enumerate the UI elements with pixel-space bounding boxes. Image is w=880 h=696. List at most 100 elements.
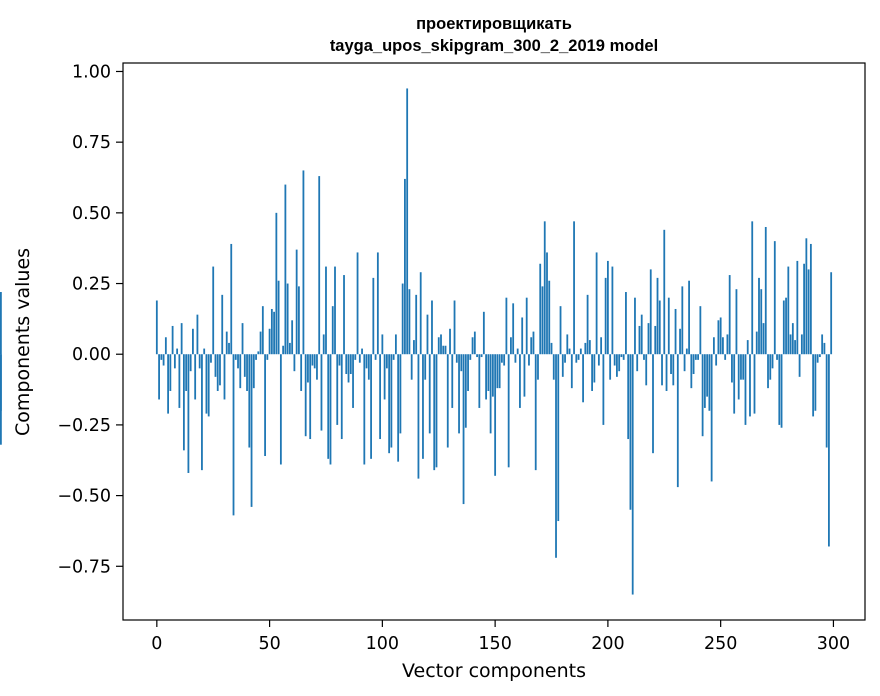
plot-frame (122, 62, 866, 621)
bar-36 (237, 354, 239, 369)
bar-199 (604, 277, 607, 355)
bar-142 (476, 354, 478, 358)
bar-67 (307, 354, 309, 383)
bar-46 (259, 331, 262, 355)
bar-62 (295, 249, 298, 355)
bar-245 (708, 354, 711, 411)
bar-285 (798, 354, 801, 377)
bar-33 (230, 243, 233, 355)
bar-210 (629, 354, 632, 510)
bar-172 (543, 221, 546, 355)
bar-19 (198, 354, 201, 369)
bar-107 (397, 354, 400, 462)
y-tick-label: 1.00 (72, 62, 111, 82)
bar-140 (471, 337, 474, 355)
bar-296 (823, 342, 826, 355)
bar-121 (428, 354, 431, 434)
bar-81 (338, 354, 341, 366)
bar-104 (390, 354, 393, 448)
bar-73 (320, 354, 323, 431)
bar-204 (616, 354, 618, 377)
bar-197 (600, 337, 603, 355)
bar-219 (649, 269, 652, 355)
bar-24 (210, 354, 212, 363)
bar-206 (620, 354, 623, 358)
bar-191 (586, 294, 589, 355)
bar-287 (803, 263, 805, 355)
bar-286 (800, 334, 803, 355)
y-tick-label: 0.75 (72, 133, 111, 153)
bar-212 (634, 297, 636, 355)
bar-17 (194, 354, 197, 400)
bar-229 (672, 354, 675, 386)
bar-267 (758, 277, 760, 355)
bar-159 (514, 354, 517, 363)
bar-254 (728, 275, 731, 355)
bar-233 (681, 286, 684, 355)
bar-190 (584, 342, 587, 355)
bar-99 (379, 354, 381, 440)
bar-189 (582, 354, 584, 403)
bar-290 (809, 243, 812, 355)
bar-261 (744, 354, 747, 425)
bar-48 (264, 354, 266, 457)
bar-102 (385, 354, 388, 369)
bar-186 (575, 354, 578, 363)
bar-170 (539, 263, 542, 355)
bar-98 (376, 252, 379, 355)
bar-293 (816, 354, 819, 363)
bar-116 (417, 354, 420, 479)
bar-80 (336, 354, 339, 425)
y-tick-label: 0.00 (72, 345, 111, 365)
bar-90 (358, 354, 361, 363)
bar-141 (473, 331, 476, 355)
bar-150 (494, 354, 497, 476)
bar-3 (162, 354, 165, 366)
bars-group (0, 88, 833, 595)
bar-231 (676, 354, 679, 488)
bar-243 (703, 354, 706, 408)
bar-299 (830, 272, 833, 355)
bar-109 (401, 283, 404, 355)
bar-66 (304, 354, 307, 437)
bar-218 (647, 323, 650, 355)
bar-4 (164, 337, 167, 355)
bar-35 (234, 354, 237, 360)
bar-6 (169, 354, 172, 391)
bar-120 (426, 314, 429, 355)
bar-274 (773, 241, 776, 355)
bar-114 (413, 340, 415, 355)
bar-7 (171, 325, 174, 355)
bar-29 (221, 294, 224, 355)
bar-264 (751, 221, 754, 355)
bar-164 (525, 297, 528, 355)
bar-42 (250, 354, 253, 507)
bar-undefined (0, 354, 2, 445)
bar-281 (789, 334, 792, 355)
bar-37 (239, 354, 242, 389)
bar-248 (715, 354, 718, 366)
bar-63 (298, 286, 300, 355)
bar-220 (652, 354, 654, 454)
bar-263 (749, 354, 751, 417)
bar-270 (764, 226, 767, 355)
bar-95 (370, 354, 372, 459)
bar-123 (433, 354, 436, 471)
bar-257 (735, 289, 738, 355)
bar-11 (180, 323, 183, 355)
bar-173 (546, 252, 548, 355)
bar-88 (354, 354, 357, 360)
bar-55 (279, 354, 282, 465)
bar-259 (740, 354, 742, 380)
bar-113 (410, 354, 413, 380)
bar-175 (550, 342, 553, 355)
bar-256 (733, 354, 736, 414)
bar-224 (661, 354, 663, 386)
bar-178 (557, 354, 560, 522)
bar-130 (449, 328, 451, 355)
y-tick-label: 0.50 (72, 204, 111, 224)
bar-180 (561, 354, 564, 377)
bar-145 (482, 311, 485, 355)
bar-undefined (0, 292, 2, 355)
